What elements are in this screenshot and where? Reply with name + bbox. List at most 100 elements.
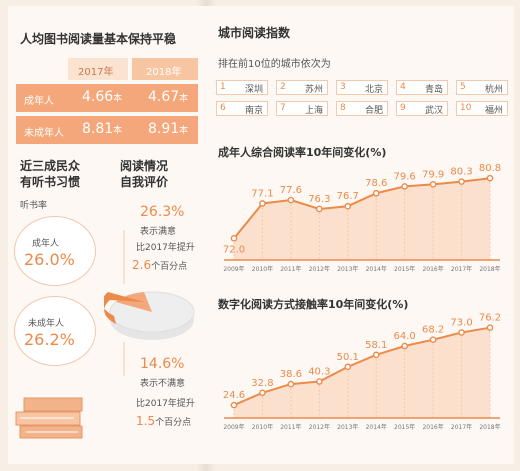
x-tick-label: 2016年 <box>422 423 443 431</box>
data-point <box>458 178 465 185</box>
data-label: 80.8 <box>479 163 501 174</box>
adult-2017-value: 4.66本 <box>82 89 123 105</box>
city-item: 4 青岛 <box>396 80 448 95</box>
unsatisfied-label: 表示不满意 <box>140 379 186 389</box>
city-index-title: 城市阅读指数 <box>218 26 291 40</box>
data-point <box>287 380 295 388</box>
city-index-subtitle: 排在前10位的城市依次为 <box>218 59 331 70</box>
series-line <box>233 177 491 239</box>
chart1-title: 成年人综合阅读率10年间变化(%) <box>218 146 387 159</box>
x-tick-label: 2012年 <box>309 423 330 431</box>
city-item: 2 苏州 <box>276 80 328 95</box>
x-tick-label: 2018年 <box>479 265 500 273</box>
data-point <box>230 401 238 409</box>
x-tick-label: 2015年 <box>394 423 415 431</box>
x-tick-label: 2015年 <box>394 265 415 273</box>
adult-2018-value: 4.67本 <box>148 89 189 105</box>
data-point <box>458 329 465 336</box>
data-label: 77.1 <box>251 188 273 199</box>
unsatisfied-change-prefix: 比2017年提升 <box>136 399 195 409</box>
table-row-adult <box>16 84 198 112</box>
chart2-title: 数字化阅读方式接触率10年间变化(%) <box>218 298 409 311</box>
data-label: 32.8 <box>251 378 273 389</box>
adult-listening-circle <box>14 216 96 286</box>
city-item: 6 南京 <box>216 101 268 116</box>
data-point <box>344 363 352 371</box>
city-item: 8 合肥 <box>336 101 388 116</box>
satisfied-connector <box>123 230 125 284</box>
x-tick-label: 2014年 <box>366 423 387 431</box>
listening-subtitle: 听书率 <box>20 201 48 211</box>
x-tick-label: 2009年 <box>223 265 244 273</box>
x-tick-label: 2014年 <box>366 265 387 273</box>
data-label: 79.9 <box>422 169 444 180</box>
x-tick-label: 2013年 <box>337 423 358 431</box>
data-point <box>287 196 295 204</box>
row-label-adult: 成年人 <box>24 96 54 107</box>
row-label-minor: 未成年人 <box>24 128 64 139</box>
adult-listening-value: 26.0% <box>24 250 75 269</box>
city-item: 9 武汉 <box>396 101 448 116</box>
reading-volume-title: 人均图书阅读量基本保持平稳 <box>20 32 177 46</box>
minor-listening-label: 未成年人 <box>28 319 65 329</box>
data-label: 76.7 <box>337 191 359 202</box>
data-label: 80.3 <box>450 167 472 178</box>
minor-listening-circle <box>14 296 96 366</box>
data-point <box>486 174 494 182</box>
x-tick-label: 2016年 <box>422 265 443 273</box>
x-tick-label: 2013年 <box>337 265 358 273</box>
table-row-minor <box>16 116 198 144</box>
x-tick-label: 2017年 <box>451 265 472 273</box>
data-label: 73.0 <box>450 318 472 329</box>
unsatisfied-connector <box>123 342 125 376</box>
self-eval-pie <box>104 291 195 340</box>
data-point <box>486 324 494 332</box>
data-point <box>344 202 352 210</box>
city-grid: 1 深圳 2 苏州 3 北京 4 青岛 5 杭州 6 南京 7 上海 8 合肥 9 武汉 10 福州 <box>216 80 508 118</box>
x-tick-label: 2011年 <box>280 265 301 273</box>
series-area <box>234 178 490 260</box>
x-tick-label: 2011年 <box>280 423 301 431</box>
city-item: 7 上海 <box>276 101 328 116</box>
city-item: 1 深圳 <box>216 80 268 95</box>
x-tick-label: 2018年 <box>479 423 500 431</box>
city-item: 3 北京 <box>336 80 388 95</box>
data-label: 72.0 <box>223 244 245 255</box>
year-2017-header: 2017年 <box>78 67 114 78</box>
x-tick-label: 2010年 <box>252 423 273 431</box>
data-point <box>372 351 380 359</box>
data-point <box>429 181 437 188</box>
data-label: 50.1 <box>337 352 359 363</box>
adult-listening-label: 成年人 <box>32 239 60 249</box>
data-point <box>401 183 408 190</box>
reading-volume-table: 2017年 2018年 成年人 4.66本 4.67本 未成年人 8.81本 8… <box>16 58 198 146</box>
city-item: 10 福州 <box>456 101 508 116</box>
data-label: 68.2 <box>422 325 444 336</box>
data-point <box>230 235 238 242</box>
data-point <box>259 200 266 207</box>
adult-reading-rate-chart: 72.0 2009年 77.1 2010年 77.6 2011年 76.3 2012年 76.7… <box>223 163 501 273</box>
minor-2017-value: 8.81本 <box>82 121 123 137</box>
data-label: 24.6 <box>223 390 245 401</box>
data-point <box>429 336 437 344</box>
data-label: 64.0 <box>394 331 416 342</box>
minor-2018-value: 8.91本 <box>148 121 189 137</box>
data-point <box>316 378 323 385</box>
data-label: 58.1 <box>365 340 387 351</box>
satisfied-percent: 26.3% <box>140 204 185 220</box>
books-icon <box>15 397 83 439</box>
minor-listening-value: 26.2% <box>24 330 75 349</box>
satisfied-label: 表示满意 <box>140 227 177 237</box>
data-point <box>316 205 323 213</box>
data-label: 40.3 <box>308 367 330 378</box>
data-label: 79.6 <box>394 171 416 182</box>
data-label: 77.6 <box>280 185 302 196</box>
series-area <box>234 327 490 418</box>
satisfied-change: 2.6个百分点 <box>132 258 188 272</box>
x-tick-label: 2010年 <box>252 265 273 273</box>
series-line <box>233 326 491 407</box>
x-tick-label: 2017年 <box>451 423 472 431</box>
listening-title: 近三成民众 有听书习惯 <box>20 159 81 189</box>
x-tick-label: 2012年 <box>309 265 330 273</box>
data-label: 38.6 <box>280 369 302 380</box>
